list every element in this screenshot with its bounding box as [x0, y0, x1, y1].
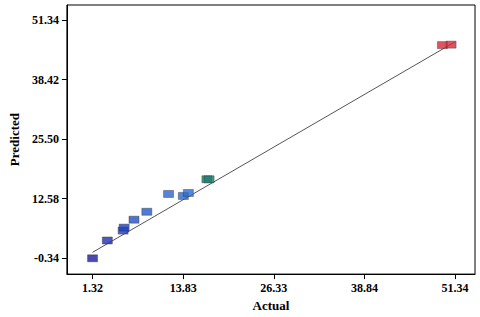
svg-text:Predicted: Predicted	[7, 112, 22, 166]
svg-text:25.50: 25.50	[32, 132, 59, 146]
svg-text:26.33: 26.33	[260, 281, 287, 295]
svg-text:38.84: 38.84	[351, 281, 378, 295]
svg-text:13.83: 13.83	[170, 281, 197, 295]
svg-text:51.34: 51.34	[442, 281, 469, 295]
svg-text:51.34: 51.34	[32, 13, 59, 27]
svg-text:12.58: 12.58	[32, 192, 59, 206]
svg-text:38.42: 38.42	[32, 73, 59, 87]
svg-text:-0.34: -0.34	[34, 251, 59, 265]
svg-text:Actual: Actual	[253, 298, 290, 313]
svg-text:1.32: 1.32	[82, 281, 103, 295]
